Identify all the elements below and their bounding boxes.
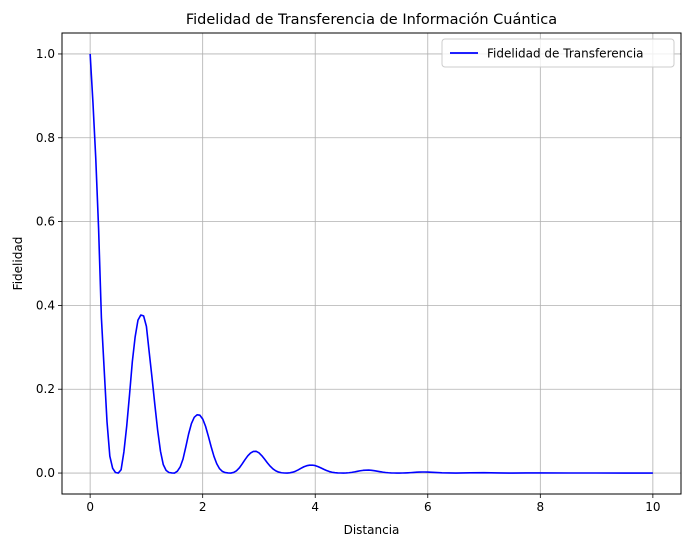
y-axis-label: Fidelidad xyxy=(11,237,25,291)
y-tick-label: 0.2 xyxy=(36,382,55,396)
grid-lines xyxy=(62,33,681,494)
y-tick-label: 0.0 xyxy=(36,466,55,480)
x-tick-label: 4 xyxy=(311,500,319,514)
legend-label-fidelidad: Fidelidad de Transferencia xyxy=(487,47,644,61)
series-layer xyxy=(89,53,653,474)
x-tick-label: 2 xyxy=(199,500,207,514)
legend-box xyxy=(441,38,675,68)
x-tick-label: 6 xyxy=(424,500,432,514)
x-tick-label: 0 xyxy=(86,500,94,514)
y-tick-label: 0.8 xyxy=(36,131,55,145)
x-axis-label: Distancia xyxy=(344,523,400,537)
legend: Fidelidad de Transferencia xyxy=(441,38,675,68)
x-tick-label: 10 xyxy=(645,500,660,514)
x-tick-label: 8 xyxy=(536,500,544,514)
chart-title: Fidelidad de Transferencia de Informació… xyxy=(186,12,557,28)
y-tick-label: 0.6 xyxy=(36,215,55,229)
series-line-fidelidad xyxy=(89,53,653,474)
plot-area-frame xyxy=(61,32,682,495)
y-tick-label: 1.0 xyxy=(36,47,55,61)
x-axis-ticks: 0 2 4 6 8 10 xyxy=(86,494,661,514)
y-axis-ticks: 0.0 0.2 0.4 0.6 0.8 1.0 xyxy=(36,47,62,480)
y-tick-label: 0.4 xyxy=(36,298,55,312)
